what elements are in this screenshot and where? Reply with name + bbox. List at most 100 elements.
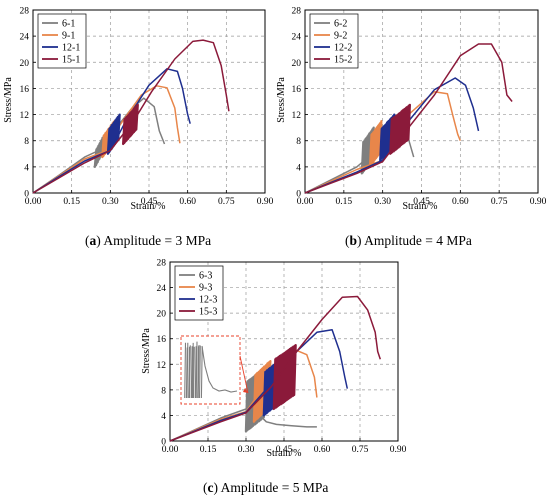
x-tick-label: 0.00 xyxy=(25,197,42,207)
legend-label: 15-2 xyxy=(334,55,352,66)
y-tick-label: 16 xyxy=(292,85,302,95)
caption-b-text: Amplitude = 4 MPa xyxy=(364,233,472,248)
inset-tail xyxy=(201,345,238,393)
y-tick-label: 4 xyxy=(24,163,29,173)
y-tick-label: 0 xyxy=(24,190,29,200)
y-tick-label: 8 xyxy=(24,137,29,147)
y-tick-label: 28 xyxy=(292,7,302,17)
legend-label: 6-1 xyxy=(62,19,75,30)
caption-a-text: Amplitude = 3 MPa xyxy=(103,233,211,248)
series-line xyxy=(32,97,166,194)
y-tick-label: 8 xyxy=(296,137,301,147)
series-line xyxy=(169,408,317,442)
cyclic-loop-band xyxy=(272,344,297,411)
inset-loops xyxy=(184,341,203,399)
x-tick-label: 0.30 xyxy=(374,197,391,207)
legend: 6-19-112-115-1 xyxy=(37,13,87,69)
inset-pointer xyxy=(239,355,249,394)
series-15-1 xyxy=(32,39,230,194)
x-tick-label: 0.15 xyxy=(63,197,80,207)
series-line xyxy=(169,295,382,442)
caption-a-letter: a xyxy=(90,233,97,248)
y-tick-label: 8 xyxy=(161,386,166,396)
x-tick-label: 0.60 xyxy=(314,445,331,455)
x-axis-label: Strain/% xyxy=(403,201,438,212)
y-tick-label: 24 xyxy=(20,33,30,43)
y-tick-label: 12 xyxy=(157,361,167,371)
x-tick-label: 0.00 xyxy=(162,445,179,455)
y-tick-label: 12 xyxy=(292,111,302,121)
series-line xyxy=(32,68,191,194)
legend-label: 12-2 xyxy=(334,43,352,54)
x-tick-label: 0.75 xyxy=(352,445,369,455)
cyclic-loop-band xyxy=(368,120,383,168)
legend-label: 9-2 xyxy=(334,31,347,42)
y-tick-label: 20 xyxy=(292,59,302,69)
legend-label: 6-3 xyxy=(199,271,212,282)
y-tick-label: 20 xyxy=(20,59,30,69)
x-tick-label: 0.30 xyxy=(102,197,119,207)
y-tick-label: 0 xyxy=(161,438,166,448)
caption-c-letter: c xyxy=(208,480,214,495)
y-tick-label: 28 xyxy=(157,259,167,269)
legend-label: 9-1 xyxy=(62,31,75,42)
y-axis-label: Stress/MPa xyxy=(276,77,287,123)
y-tick-label: 24 xyxy=(292,33,302,43)
legend-label: 6-2 xyxy=(334,19,347,30)
x-tick-label: 0.90 xyxy=(530,197,547,207)
y-tick-label: 4 xyxy=(161,412,166,422)
series-12-2 xyxy=(304,77,480,194)
x-tick-label: 0.75 xyxy=(218,197,235,207)
y-tick-label: 12 xyxy=(20,111,30,121)
y-axis-label: Stress/MPa xyxy=(141,328,152,374)
legend: 6-39-312-315-3 xyxy=(174,265,224,321)
y-tick-label: 4 xyxy=(296,163,301,173)
series-line xyxy=(32,85,181,194)
x-axis-label: Strain/% xyxy=(267,448,302,459)
caption-c-text: Amplitude = 5 MPa xyxy=(221,480,329,495)
chart-panel-c: 0.00 0.15 0.30 0.45 0.60 0.75 0.90 0 4 8 12 16 20 24 2… xyxy=(141,259,407,460)
x-tick-label: 0.45 xyxy=(413,197,430,207)
cyclic-loop-band xyxy=(106,113,121,155)
y-tick-label: 24 xyxy=(157,284,167,294)
series-15-2 xyxy=(304,43,513,194)
x-tick-label: 0.00 xyxy=(297,197,314,207)
chart-panel-a: 0.00 0.15 0.30 0.45 0.60 0.75 0.90 0 4 8 12 16 20 24 2… xyxy=(3,7,274,213)
series-12-1 xyxy=(32,68,191,194)
x-tick-label: 0.15 xyxy=(200,445,217,455)
inset-arrowhead xyxy=(243,388,248,394)
y-tick-label: 20 xyxy=(157,310,167,320)
series-line xyxy=(304,77,480,194)
y-tick-label: 16 xyxy=(157,335,167,345)
x-tick-label: 0.90 xyxy=(390,445,407,455)
x-tick-label: 0.45 xyxy=(276,445,293,455)
legend-label: 12-3 xyxy=(199,295,217,306)
x-tick-label: 0.15 xyxy=(336,197,353,207)
series-line xyxy=(304,90,461,194)
legend-label: 15-3 xyxy=(199,307,217,318)
x-tick-label: 0.30 xyxy=(238,445,255,455)
x-tick-label: 0.90 xyxy=(257,197,274,207)
x-tick-label: 0.75 xyxy=(491,197,508,207)
caption-a: (a) Amplitude = 3 MPa xyxy=(85,233,211,248)
caption-b-letter: b xyxy=(350,233,358,248)
inset-zoom xyxy=(180,335,249,405)
y-axis-label: Stress/MPa xyxy=(3,77,14,123)
legend-label: 12-1 xyxy=(62,43,80,54)
caption-b: (b) Amplitude = 4 MPa xyxy=(345,233,472,248)
series-line xyxy=(304,43,513,194)
series-9-2 xyxy=(304,90,461,194)
series-line xyxy=(32,39,230,194)
chart-panel-b: 0.00 0.15 0.30 0.45 0.60 0.75 0.90 0 4 8 12 16 20 24 2… xyxy=(276,7,547,213)
y-tick-label: 16 xyxy=(20,85,30,95)
x-tick-label: 0.60 xyxy=(179,197,196,207)
y-tick-label: 0 xyxy=(296,190,301,200)
y-tick-label: 28 xyxy=(20,7,30,17)
x-axis-label: Strain/% xyxy=(131,201,166,212)
x-tick-label: 0.60 xyxy=(452,197,469,207)
x-tick-label: 0.45 xyxy=(141,197,158,207)
caption-c: (c) Amplitude = 5 MPa xyxy=(203,480,328,495)
legend-label: 15-1 xyxy=(62,55,80,66)
legend: 6-29-212-215-2 xyxy=(309,13,359,69)
